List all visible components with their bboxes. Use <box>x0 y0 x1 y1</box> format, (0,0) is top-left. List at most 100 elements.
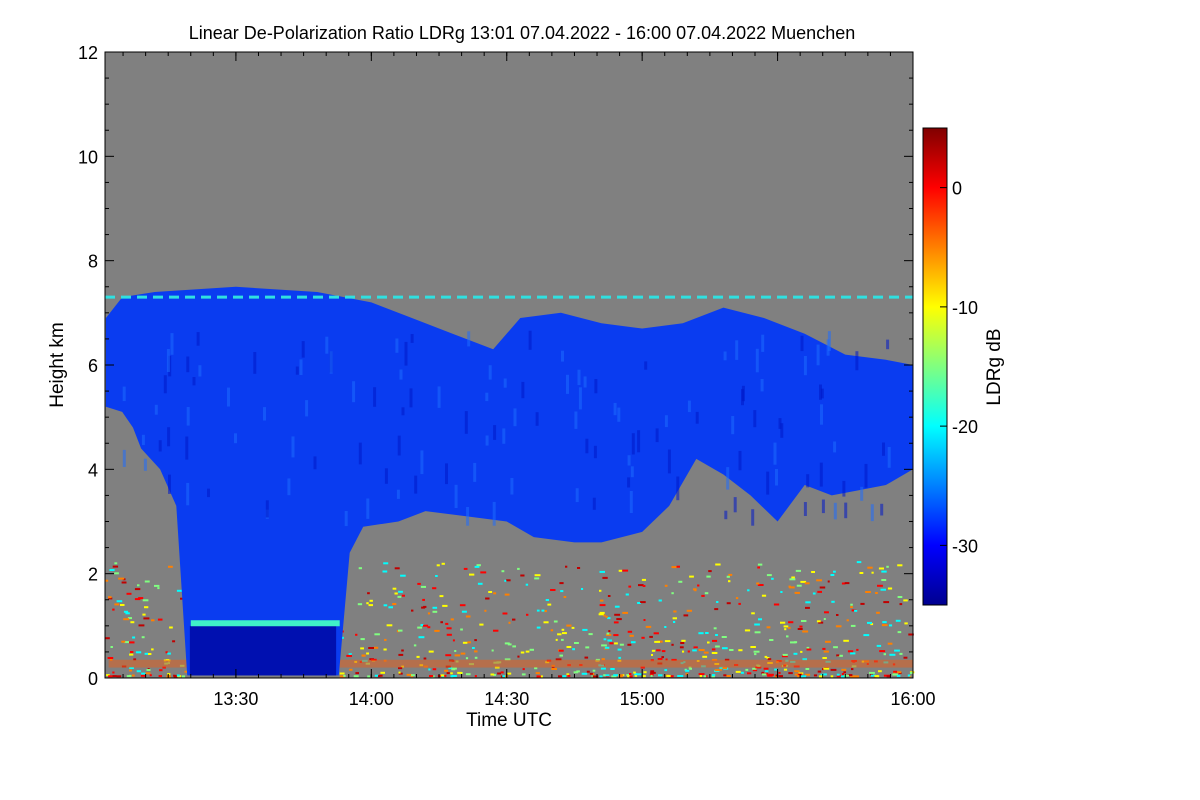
colorbar-tick-label: -10 <box>952 298 978 318</box>
noise-speck <box>106 674 110 677</box>
noise-speck <box>629 675 633 678</box>
noise-speck <box>677 675 684 677</box>
cloud-streak <box>578 387 582 410</box>
noise-speck <box>871 571 874 574</box>
noise-speck <box>561 675 567 678</box>
noise-speck <box>856 561 862 564</box>
noise-speck <box>687 650 690 653</box>
noise-speck <box>353 675 359 678</box>
noise-speck <box>529 648 534 651</box>
noise-speck <box>452 639 455 642</box>
noise-speck <box>565 565 568 568</box>
cloud-streak <box>163 375 167 394</box>
noise-speck <box>627 675 630 678</box>
noise-speck <box>897 564 903 567</box>
noise-speck <box>893 670 898 673</box>
cloud-streak <box>755 348 759 373</box>
noise-speck <box>843 674 849 677</box>
cloud-streak <box>637 430 641 453</box>
noise-speck <box>681 639 686 642</box>
noise-speck <box>797 675 800 678</box>
cloud-streak <box>528 330 532 350</box>
cloud-streak <box>751 509 755 526</box>
cloud-streak <box>358 442 362 465</box>
noise-speck <box>833 570 836 573</box>
cloud-streak <box>301 341 305 358</box>
noise-speck <box>823 667 830 670</box>
noise-speck <box>522 668 525 671</box>
noise-speck <box>380 671 385 674</box>
cloud-streak <box>396 489 400 499</box>
noise-speck <box>711 648 716 651</box>
noise-speck <box>604 646 610 649</box>
noise-speck <box>788 672 793 675</box>
noise-speck <box>134 598 141 601</box>
noise-speck <box>374 674 379 677</box>
noise-speck <box>793 652 798 655</box>
noise-speck <box>794 673 798 676</box>
noise-speck <box>454 650 457 652</box>
noise-speck <box>144 580 150 583</box>
noise-speck <box>712 639 718 642</box>
noise-speck <box>758 618 762 621</box>
noise-speck <box>585 646 590 649</box>
noise-speck <box>474 650 478 653</box>
noise-speck <box>895 619 901 622</box>
x-tick-label: 15:30 <box>755 689 800 709</box>
cloud-streak <box>521 381 525 399</box>
cloud-streak <box>186 482 190 506</box>
cloud-streak <box>485 392 489 402</box>
colorbar: 0 -10 -20 -30 <box>922 127 978 606</box>
noise-speck <box>504 593 510 596</box>
noise-speck <box>780 591 783 593</box>
noise-speck <box>904 622 908 625</box>
noise-speck <box>374 633 380 636</box>
cloud-streak <box>735 340 739 360</box>
noise-speck <box>878 567 884 570</box>
noise-speck <box>876 644 882 647</box>
noise-speck <box>822 647 826 650</box>
cloud-streak <box>724 510 728 520</box>
noise-speck <box>841 673 844 675</box>
cloud-streak <box>454 484 458 508</box>
noise-speck <box>721 636 727 638</box>
noise-speck <box>658 599 662 602</box>
cloud-streak <box>575 488 579 503</box>
noise-speck <box>123 618 130 621</box>
noise-speck <box>367 592 370 595</box>
noise-speck <box>562 632 567 635</box>
cloud-streak <box>800 335 804 352</box>
noise-speck <box>601 644 607 647</box>
noise-speck <box>650 671 656 674</box>
noise-speck <box>512 645 516 648</box>
noise-speck <box>797 628 803 630</box>
noise-speck <box>693 588 697 591</box>
cloud-streak <box>577 369 581 386</box>
noise-speck <box>360 647 364 650</box>
cloud-streak <box>860 486 864 501</box>
noise-speck <box>451 668 456 671</box>
noise-speck <box>432 610 438 613</box>
noise-speck <box>476 564 481 567</box>
noise-speck <box>796 584 802 587</box>
cloud-streak <box>775 469 778 486</box>
noise-speck <box>752 667 757 670</box>
noise-speck <box>143 617 150 620</box>
noise-speck <box>825 640 831 643</box>
noise-speck <box>784 628 787 631</box>
noise-speck <box>141 672 146 675</box>
cloud-streak <box>819 384 822 400</box>
noise-speck <box>812 592 816 595</box>
noise-speck <box>643 671 647 674</box>
noise-speck <box>881 570 887 573</box>
noise-speck <box>740 671 744 674</box>
noise-speck <box>450 672 453 675</box>
noise-speck <box>132 674 135 677</box>
noise-speck <box>622 611 628 614</box>
noise-speck <box>836 614 839 616</box>
cloud-streak <box>366 498 370 519</box>
noise-speck <box>558 649 564 652</box>
cloud-streak <box>864 463 868 488</box>
noise-speck <box>434 629 440 632</box>
cloud-streak <box>833 502 837 520</box>
